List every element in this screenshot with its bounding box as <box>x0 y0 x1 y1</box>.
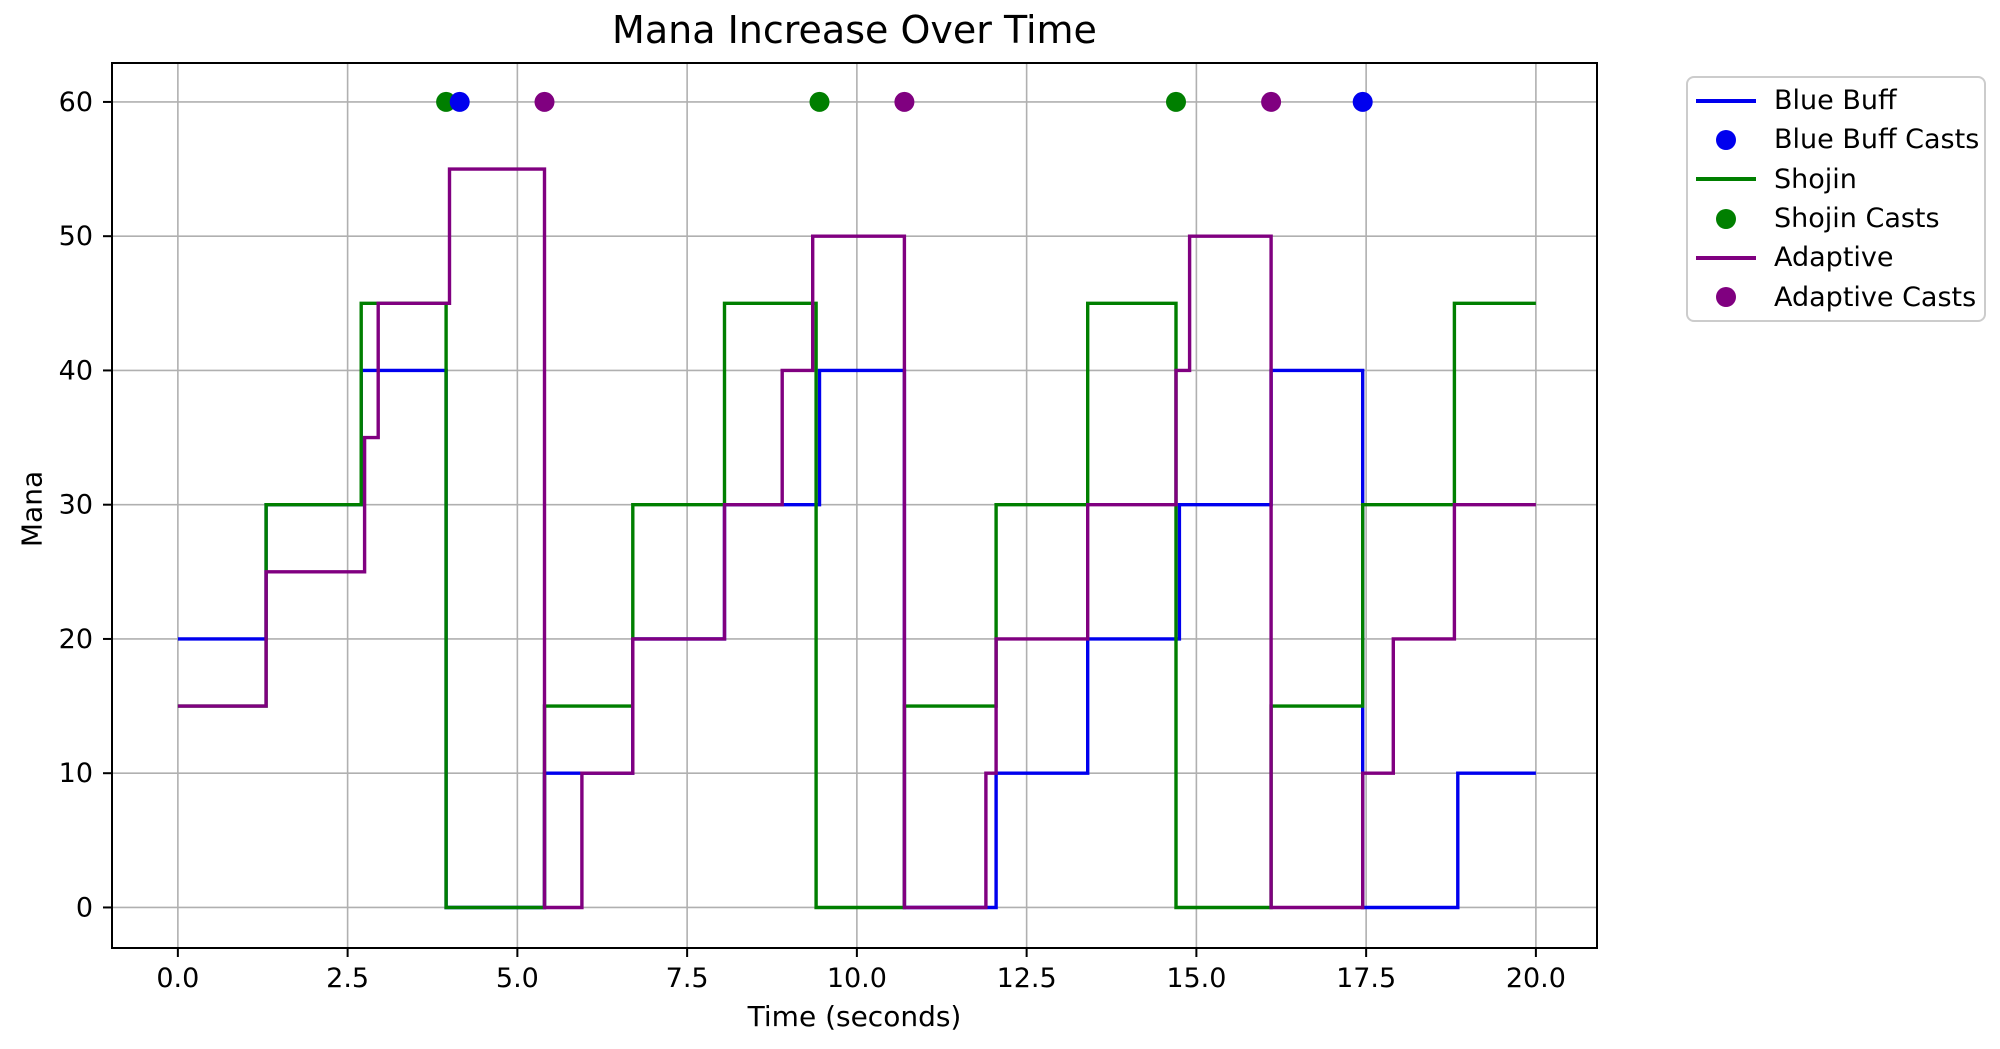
x-tick-label: 7.5 <box>666 963 709 994</box>
x-tick-label: 0.0 <box>156 963 199 994</box>
legend-label: Shojin <box>1774 163 1857 195</box>
legend-label: Blue Buff Casts <box>1774 124 1980 156</box>
legend-item-adaptive-casts: Adaptive Casts <box>1696 278 1976 317</box>
legend-item-blue-buff-casts: Blue Buff Casts <box>1696 120 1980 159</box>
legend-label: Adaptive <box>1774 242 1894 274</box>
blue-buff-line-swatch <box>1696 98 1756 103</box>
y-axis-label: Mana <box>15 470 49 548</box>
shojin-casts-dot-swatch <box>1696 208 1756 229</box>
x-tick-label: 17.5 <box>1336 963 1396 994</box>
legend-item-adaptive: Adaptive <box>1696 238 1976 277</box>
cast-dot-blue-buff-casts <box>1352 91 1373 112</box>
adaptive-line-swatch <box>1696 255 1756 260</box>
legend: Blue Buff Blue Buff Casts Shojin Shojin … <box>1686 76 1986 322</box>
cast-dot-adaptive-casts <box>1261 91 1282 112</box>
legend-label: Blue Buff <box>1774 85 1897 117</box>
y-tick-label: 60 <box>59 87 93 118</box>
y-tick-label: 40 <box>59 355 93 386</box>
y-tick-label: 20 <box>59 624 93 655</box>
x-tick-label: 2.5 <box>326 963 369 994</box>
chart-title: Mana Increase Over Time <box>612 8 1097 52</box>
x-tick-label: 15.0 <box>1166 963 1226 994</box>
cast-dot-shojin-casts <box>1166 91 1186 112</box>
legend-label: Adaptive Casts <box>1774 281 1977 313</box>
cast-dot-adaptive-casts <box>534 91 555 112</box>
series-line-blue-buff <box>177 368 1536 910</box>
blue-buff-casts-dot-swatch <box>1696 129 1756 150</box>
x-tick-label: 20.0 <box>1506 963 1566 994</box>
legend-item-shojin: Shojin <box>1696 160 1976 199</box>
cast-dot-blue-buff-casts <box>449 91 470 112</box>
y-tick-label: 30 <box>59 490 93 521</box>
y-tick-label: 10 <box>59 758 93 789</box>
y-tick-label: 0 <box>76 892 93 923</box>
y-tick-label: 50 <box>59 221 93 252</box>
x-tick-label: 12.5 <box>997 963 1057 994</box>
legend-item-blue-buff: Blue Buff <box>1696 81 1976 120</box>
shojin-line-swatch <box>1696 177 1756 182</box>
x-tick-label: 10.0 <box>827 963 887 994</box>
cast-dot-adaptive-casts <box>894 91 915 112</box>
legend-label: Shojin Casts <box>1774 203 1940 235</box>
x-tick-label: 5.0 <box>496 963 539 994</box>
legend-item-shojin-casts: Shojin Casts <box>1696 199 1976 238</box>
cast-dot-shojin-casts <box>809 91 830 112</box>
x-axis-label: Time (seconds) <box>747 1000 962 1033</box>
adaptive-casts-dot-swatch <box>1696 287 1756 308</box>
series-line-adaptive <box>177 167 1536 910</box>
